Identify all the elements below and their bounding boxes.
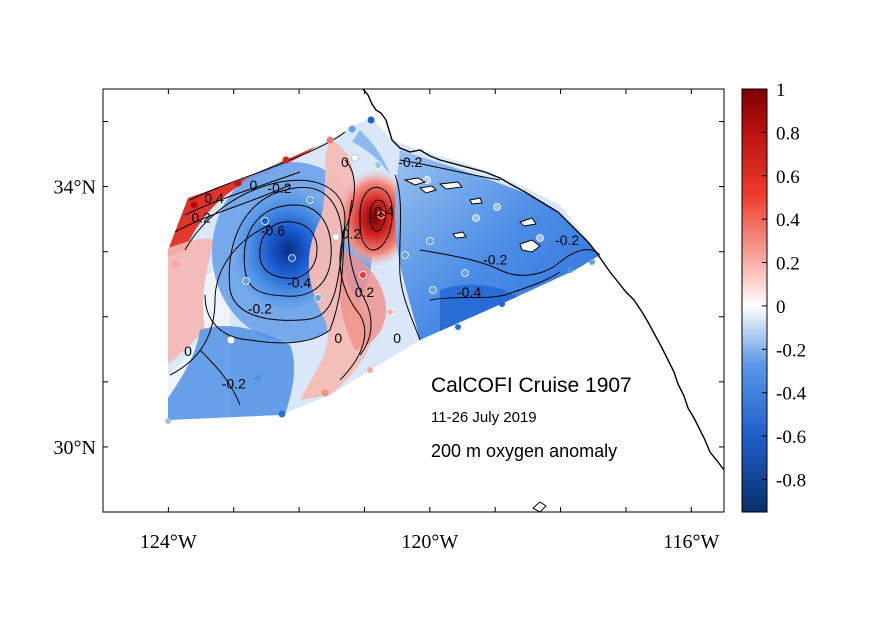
station-markers <box>165 116 595 424</box>
channel-islands <box>403 177 547 513</box>
colorbar-tick-label: 0.6 <box>776 167 800 188</box>
contour-label: 0.2 <box>342 226 362 242</box>
contour-label: 0 <box>393 330 401 346</box>
contour-label: 0 <box>184 343 192 359</box>
contour-label: -0.2 <box>555 232 579 248</box>
contour-label: -0.4 <box>457 284 481 300</box>
colorbar-tick-label: 0.4 <box>776 210 800 231</box>
x-tick-label: 120°W <box>401 531 458 553</box>
coastline <box>362 88 725 471</box>
contour-label: -0.2 <box>483 252 507 268</box>
variable-label: 200 m oxygen anomaly <box>431 441 617 461</box>
colorbar-tick-label: -0.2 <box>776 340 806 361</box>
contour-label: -0.2 <box>398 154 422 170</box>
contour-label: -0.2 <box>267 180 291 196</box>
contour-label: -0.2 <box>222 375 246 391</box>
colorbar-tick-label: -0.6 <box>776 427 806 448</box>
contour-label: -0.2 <box>248 301 272 317</box>
x-tick-label: 124°W <box>140 531 197 553</box>
colorbar-ramp <box>741 88 768 513</box>
contour-label: 0 <box>249 177 257 193</box>
contour-label: 0.2 <box>355 284 375 300</box>
contour-label: -0.6 <box>261 222 285 238</box>
colorbar-tick-label: 0.8 <box>776 123 800 144</box>
y-tick-label: 34°N <box>54 177 96 199</box>
contour-label: 0 <box>334 330 342 346</box>
colorbar-tick-label: 1 <box>776 80 786 101</box>
colorbar-tick-label: 0.2 <box>776 254 800 275</box>
y-tick-label: 30°N <box>54 437 96 459</box>
colorbar-tick-label: 0 <box>776 297 786 318</box>
contour-label: 0.2 <box>191 209 211 225</box>
cruise-title: CalCOFI Cruise 1907 <box>431 374 632 397</box>
contour-label: 0 <box>341 154 349 170</box>
contour-label: 0.4 <box>374 203 394 219</box>
colorbar-tick-label: -0.4 <box>776 384 807 405</box>
colorbar-ticks: 1 0.8 0.6 0.4 0.2 0 -0.2 -0.4 -0.6 -0.8 <box>762 80 807 491</box>
colorbar-tick-label: -0.8 <box>776 470 806 491</box>
x-tick-label: 116°W <box>663 531 719 553</box>
cruise-dates: 11-26 July 2019 <box>431 409 537 426</box>
contour-label: -0.4 <box>287 274 311 290</box>
colorbar: 1 0.8 0.6 0.4 0.2 0 -0.2 -0.4 -0.6 -0.8 <box>741 80 807 513</box>
map-axes: 124°W 120°W 116°W 30°N 34°N <box>54 89 724 553</box>
contour-label: 0.4 <box>204 190 224 206</box>
contour-lines <box>169 131 601 406</box>
